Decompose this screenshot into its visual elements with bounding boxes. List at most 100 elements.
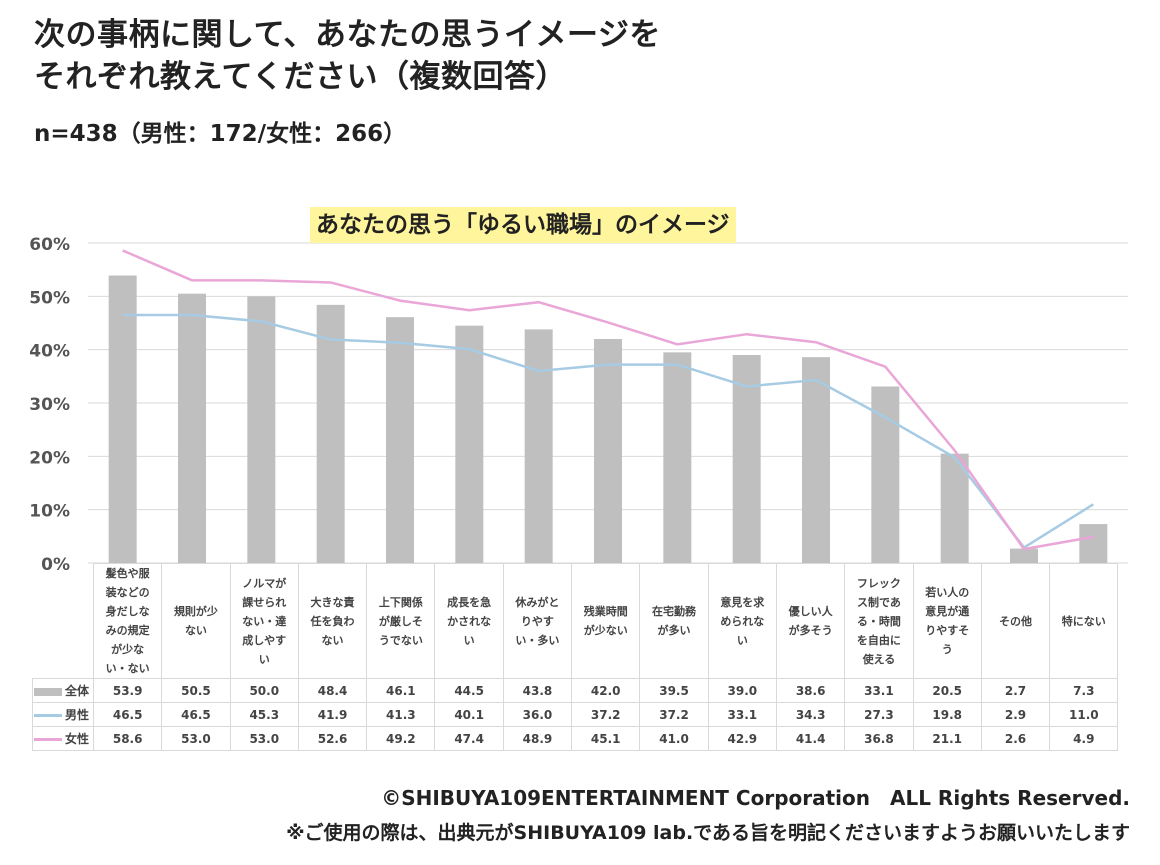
value-cell: 45.3 bbox=[229, 702, 299, 727]
legend-entry: 男性 bbox=[32, 702, 94, 727]
y-tick-label: 10% bbox=[29, 502, 70, 522]
category-label: その他 bbox=[980, 563, 1051, 679]
line-female bbox=[122, 249, 1094, 551]
value-cell: 53.0 bbox=[229, 726, 299, 751]
bar-all bbox=[524, 329, 553, 563]
copyright: ©SHIBUYA109ENTERTAINMENT Corporation ALL… bbox=[381, 786, 1130, 810]
y-tick-label: 60% bbox=[29, 235, 70, 255]
bar-all bbox=[594, 339, 622, 563]
value-cell: 46.5 bbox=[92, 702, 163, 727]
legend-swatch-female bbox=[33, 738, 62, 741]
value-cell: 58.6 bbox=[92, 726, 163, 751]
usage-note: ※ご使用の際は、出典元がSHIBUYA109 lab.である旨を明記くださいます… bbox=[286, 822, 1130, 844]
value-cell: 38.6 bbox=[775, 678, 846, 703]
value-cell: 27.3 bbox=[844, 702, 914, 727]
value-cell: 50.5 bbox=[161, 678, 231, 703]
value-cell: 46.1 bbox=[366, 678, 436, 703]
category-label: 優しい人が多そう bbox=[775, 563, 846, 679]
y-tick-label: 30% bbox=[29, 395, 70, 415]
value-cell: 36.8 bbox=[844, 726, 914, 751]
value-cell: 19.8 bbox=[912, 702, 982, 727]
table-row: 女性 58.6 53.0 53.0 52.6 49.2 47.4 48.9 45.1 41.0 42… bbox=[32, 726, 1119, 751]
value-cell: 41.9 bbox=[297, 702, 368, 727]
value-cell: 2.6 bbox=[980, 726, 1051, 751]
value-cell: 2.7 bbox=[980, 678, 1051, 703]
category-label: 在宅勤務が多い bbox=[639, 563, 709, 679]
value-cell: 53.9 bbox=[92, 678, 163, 703]
value-cell: 21.1 bbox=[912, 726, 982, 751]
value-cell: 48.4 bbox=[297, 678, 368, 703]
category-label: 髪色や服装などの身だしなみの規定が少ない・ない bbox=[92, 563, 163, 679]
legend-swatch-male bbox=[33, 714, 62, 717]
y-tick-label: 50% bbox=[29, 288, 70, 308]
value-cell: 42.0 bbox=[571, 678, 641, 703]
value-cell: 41.4 bbox=[775, 726, 846, 751]
category-label: フレックス制である・時間を自由に使える bbox=[844, 563, 914, 679]
chart-title: あなたの思う「ゆるい職場」のイメージ bbox=[310, 207, 736, 243]
bar-all bbox=[386, 317, 414, 563]
legend-label: 女性 bbox=[64, 732, 89, 746]
value-cell: 49.2 bbox=[366, 726, 436, 751]
data-table: 髪色や服装などの身だしなみの規定が少ない・ない 規則が少ない ノルマが課せられない・… bbox=[32, 563, 1119, 751]
value-cell: 41.0 bbox=[639, 726, 709, 751]
value-cell: 39.5 bbox=[639, 678, 709, 703]
bar-all bbox=[316, 304, 345, 563]
title-line-1: 次の事柄に関して、あなたの思うイメージを bbox=[34, 17, 661, 53]
value-cell: 34.3 bbox=[775, 702, 846, 727]
category-label: 大きな責任を負わない bbox=[297, 563, 368, 679]
bar-all bbox=[871, 386, 900, 563]
bar-all bbox=[732, 355, 761, 563]
table-corner bbox=[32, 563, 94, 679]
value-cell: 45.1 bbox=[571, 726, 641, 751]
bar-all bbox=[247, 296, 276, 563]
category-label: 成長を急かされない bbox=[434, 563, 504, 679]
legend-label: 男性 bbox=[64, 708, 89, 722]
bar-all bbox=[108, 275, 137, 563]
value-cell: 33.1 bbox=[844, 678, 914, 703]
legend-entry: 全体 bbox=[32, 678, 94, 703]
legend-entry: 女性 bbox=[32, 726, 94, 751]
title-line-2: それぞれ教えてください（複数回答） bbox=[34, 59, 568, 95]
bar-all bbox=[455, 325, 484, 563]
value-cell: 42.9 bbox=[707, 726, 777, 751]
y-tick-label: 40% bbox=[29, 342, 70, 362]
bar-all bbox=[802, 357, 830, 563]
category-label: 規則が少ない bbox=[161, 563, 231, 679]
value-cell: 52.6 bbox=[297, 726, 368, 751]
category-label: 休みがとりやすい・多い bbox=[502, 563, 573, 679]
value-cell: 41.3 bbox=[366, 702, 436, 727]
value-cell: 44.5 bbox=[434, 678, 504, 703]
value-cell: 46.5 bbox=[161, 702, 231, 727]
value-cell: 47.4 bbox=[434, 726, 504, 751]
value-cell: 33.1 bbox=[707, 702, 777, 727]
legend-swatch-all bbox=[33, 687, 62, 696]
bar-all bbox=[1079, 524, 1108, 563]
value-cell: 37.2 bbox=[639, 702, 709, 727]
value-cell: 7.3 bbox=[1049, 678, 1119, 703]
value-cell: 40.1 bbox=[434, 702, 504, 727]
value-cell: 53.0 bbox=[161, 726, 231, 751]
sample-size: n=438（男性：172/女性：266） bbox=[34, 121, 407, 147]
value-cell: 39.0 bbox=[707, 678, 777, 703]
bar-all bbox=[940, 453, 969, 563]
bar-all bbox=[663, 352, 692, 563]
table-row: 全体 53.9 50.5 50.0 48.4 46.1 44.5 43.8 42.0 39.5 39… bbox=[32, 678, 1119, 703]
category-label: 残業時間が少ない bbox=[571, 563, 641, 679]
value-cell: 11.0 bbox=[1049, 702, 1119, 727]
legend-label: 全体 bbox=[64, 684, 89, 698]
table-row: 男性 46.5 46.5 45.3 41.9 41.3 40.1 36.0 37.2 37.2 33… bbox=[32, 702, 1119, 727]
value-cell: 4.9 bbox=[1049, 726, 1119, 751]
category-label: 意見を求められない bbox=[707, 563, 777, 679]
page-title: 次の事柄に関して、あなたの思うイメージを それぞれ教えてください（複数回答） bbox=[34, 14, 661, 98]
bar-all bbox=[178, 293, 206, 563]
bar-all bbox=[1010, 548, 1038, 563]
value-cell: 36.0 bbox=[502, 702, 573, 727]
y-tick-label: 20% bbox=[29, 448, 70, 468]
value-cell: 50.0 bbox=[229, 678, 299, 703]
category-label: ノルマが課せられない・達成しやすい bbox=[229, 563, 299, 679]
value-cell: 43.8 bbox=[502, 678, 573, 703]
value-cell: 48.9 bbox=[502, 726, 573, 751]
category-label: 若い人の意見が通りやすそう bbox=[912, 563, 982, 679]
